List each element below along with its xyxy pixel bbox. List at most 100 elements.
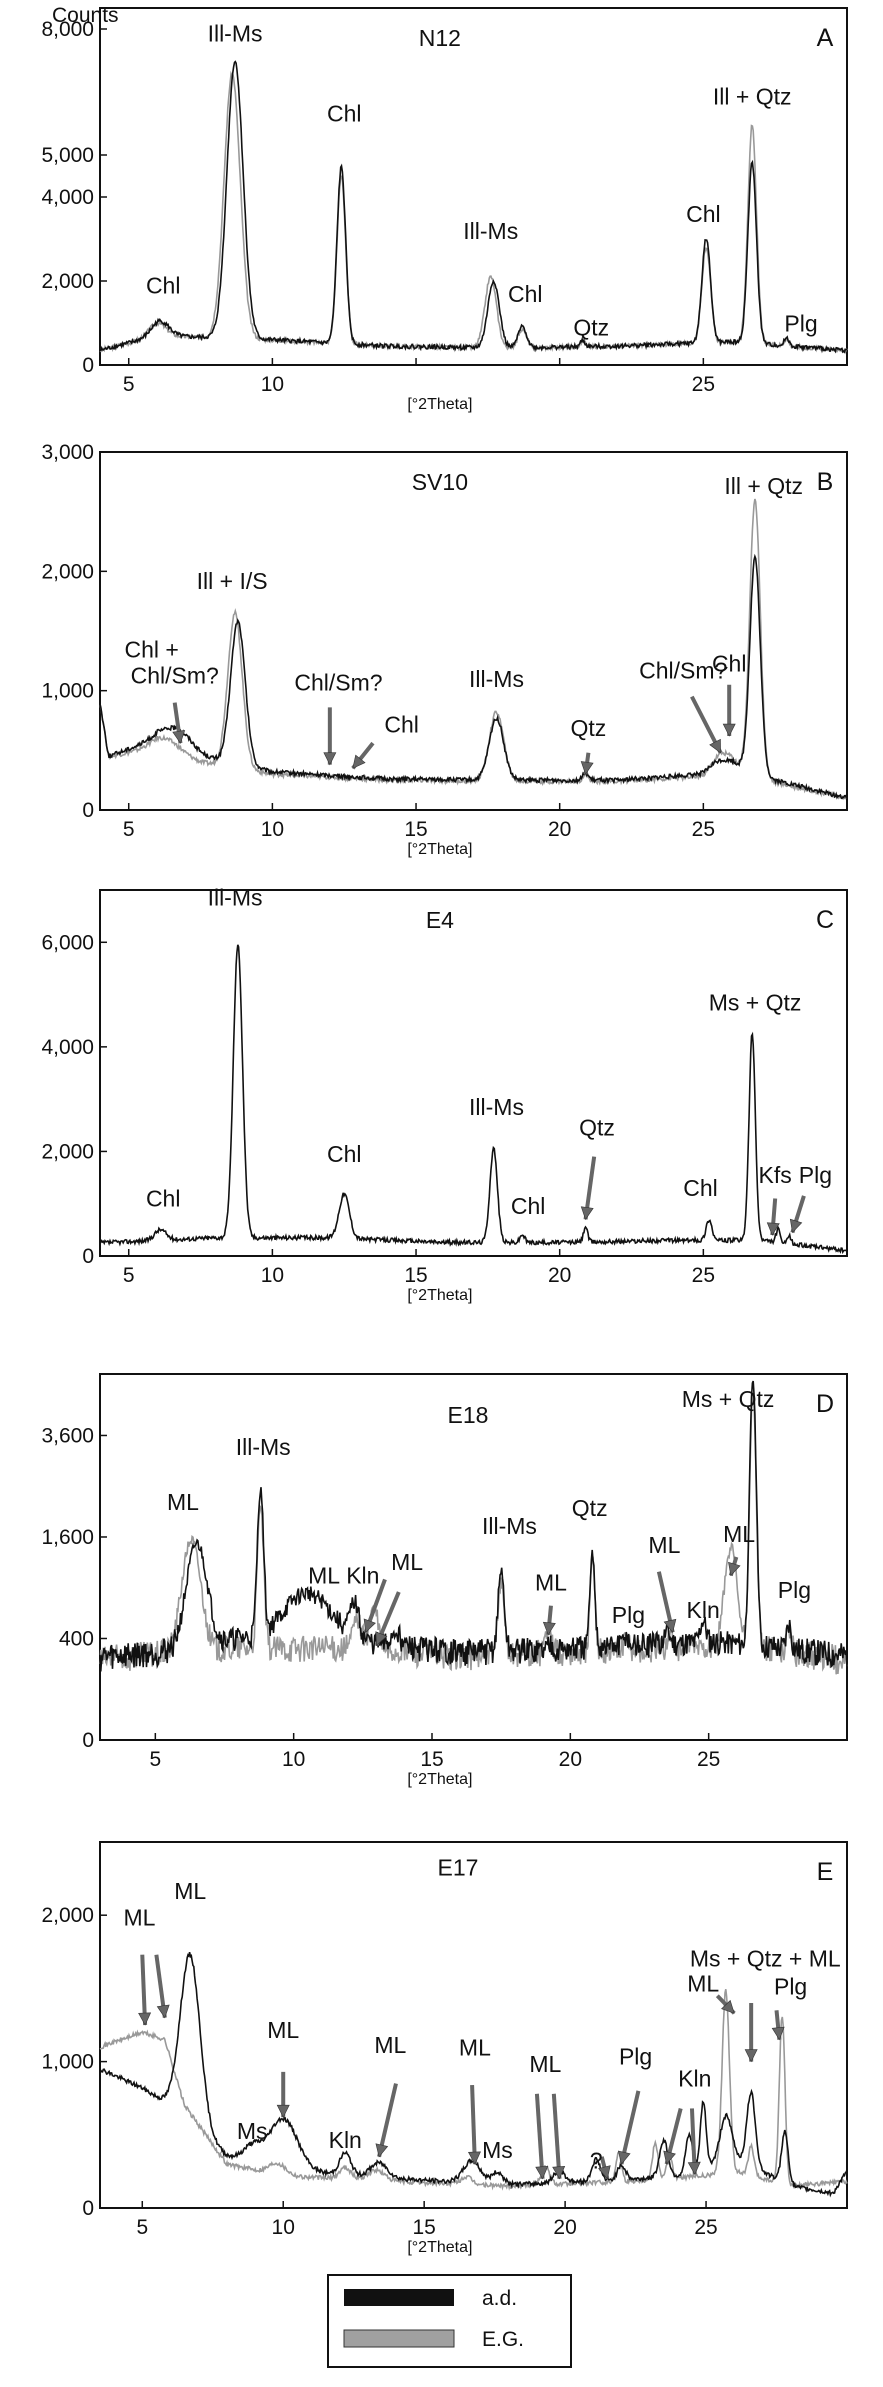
pointer-arrow-head — [722, 723, 736, 737]
x-tick-label: 25 — [694, 2216, 717, 2239]
panel-letter: B — [817, 468, 834, 496]
peak-label: Plg — [784, 310, 817, 336]
peak-label: Ms — [237, 2118, 268, 2144]
peak-label: Chl/Sm? — [294, 670, 382, 696]
x-tick-label: 10 — [261, 1264, 284, 1287]
peak-label: ML — [123, 1904, 155, 1930]
x-tick-label: 5 — [149, 1748, 161, 1771]
peak-label: Chl + — [125, 636, 179, 662]
peak-label: Qtz — [572, 1495, 608, 1521]
pointer-arrow-head — [766, 1222, 780, 1236]
y-tick-label: 3,000 — [41, 441, 94, 464]
x-tick-label: 10 — [261, 373, 284, 396]
series-line-eg — [99, 70, 848, 355]
sample-name: E17 — [438, 1855, 479, 1881]
panel-frame — [99, 889, 848, 1257]
panel-letter: C — [816, 906, 834, 934]
y-tick-label: 5,000 — [41, 144, 94, 167]
x-tick-label: 20 — [553, 2216, 576, 2239]
pointer-arrow-head — [709, 738, 721, 754]
pointer-arrow-head — [721, 1999, 735, 2014]
peak-label: Ill-Ms — [482, 1513, 537, 1539]
peak-label: Chl — [384, 711, 419, 737]
x-axis-label: [°2Theta] — [407, 2239, 472, 2256]
x-tick-label: 20 — [559, 1748, 582, 1771]
pointer-arrow-head — [580, 1206, 594, 1221]
pointer-arrow-head — [580, 761, 594, 775]
peak-label: Ill + Qtz — [724, 473, 803, 499]
pointer-arrow-head — [375, 1631, 388, 1646]
peak-label: Chl/Sm? — [639, 658, 727, 684]
peak-label: ML — [391, 1549, 423, 1575]
x-axis-label: [°2Theta] — [407, 1287, 472, 1304]
pointer-arrow-head — [542, 1621, 556, 1636]
x-axis-label: [°2Theta] — [407, 841, 472, 858]
series-line-eg — [99, 498, 848, 801]
peak-label: Kln — [678, 2065, 711, 2091]
panel-C: 5 10 15 20 25 0 2,000 4,000 6,000 [°2Theta] Chl Ill… — [41, 885, 848, 1304]
peak-label: Kfs — [759, 1162, 792, 1188]
peak-label: Ill-Ms — [208, 21, 263, 47]
pointer-arrow-head — [663, 2150, 676, 2165]
x-tick-label: 15 — [404, 1264, 427, 1287]
panel-frame — [99, 1373, 848, 1741]
pointer-arrow-shaft — [534, 2093, 545, 2179]
peak-label: Plg — [619, 2044, 652, 2070]
x-tick-label: 15 — [404, 818, 427, 841]
y-tick-label: 4,000 — [41, 186, 94, 209]
panel-frame — [99, 7, 848, 366]
legend-swatch-eg — [343, 2329, 455, 2348]
peak-label: ML — [459, 2035, 491, 2061]
peak-label: Ill-Ms — [208, 885, 263, 911]
x-tick-label: 10 — [272, 2216, 295, 2239]
peak-label: Chl — [327, 1141, 362, 1167]
pointer-arrow-head — [276, 2104, 290, 2118]
pointer-arrow-shaft — [551, 2093, 562, 2179]
peak-label: ML — [687, 1970, 719, 1996]
pointer-arrow-shaft — [619, 2090, 641, 2165]
y-tick-label: 8,000 — [41, 18, 94, 41]
peak-label: Plg — [778, 1577, 811, 1603]
pointer-arrow-head — [375, 2143, 389, 2158]
y-tick-label: 0 — [82, 2197, 94, 2220]
pointer-arrow-head — [617, 2150, 631, 2165]
x-tick-label: 5 — [136, 2216, 148, 2239]
peak-label: ML — [535, 1569, 567, 1595]
panel-letter: D — [816, 1390, 834, 1418]
x-tick-label: 20 — [548, 818, 571, 841]
pointer-arrow-head — [172, 730, 186, 744]
peak-label: Ill + Qtz — [713, 84, 792, 110]
peak-label: Ill + I/S — [197, 568, 268, 594]
peak-label: ML — [529, 2051, 561, 2077]
y-tick-label: 0 — [82, 1245, 94, 1268]
pointer-arrow-head — [535, 2166, 549, 2180]
peak-label: Qtz — [573, 315, 609, 341]
panel-letter: A — [817, 24, 834, 52]
series-line-ad — [99, 1380, 848, 1672]
y-tick-label: 4,000 — [41, 1036, 94, 1059]
panel-frame — [99, 1841, 848, 2209]
x-tick-label: 10 — [261, 818, 284, 841]
panel-E: 5 10 15 20 25 0 1,000 2,000 [°2Theta] ML ML ML Ms Kln… — [41, 1841, 848, 2256]
sample-name: N12 — [419, 25, 461, 51]
y-tick-label: 400 — [59, 1627, 94, 1650]
peak-label: ML — [174, 1878, 206, 1904]
y-tick-label: 2,000 — [41, 1904, 94, 1927]
peak-label: Ms + Qtz — [709, 989, 802, 1015]
sample-name: E4 — [426, 907, 454, 933]
series-line-ad — [99, 944, 848, 1255]
panel-frame — [99, 451, 848, 811]
peak-label: Plg — [612, 1602, 645, 1628]
x-tick-label: 25 — [692, 373, 715, 396]
panel-D: 5 10 15 20 25 0 400 1,600 3,600 [°2Theta] ML Ill-Ms… — [41, 1373, 848, 1788]
peak-label: Chl — [686, 201, 721, 227]
peak-label: Chl — [508, 281, 543, 307]
peak-label: Ms — [482, 2137, 513, 2163]
pointer-arrow-head — [363, 1618, 376, 1633]
y-tick-label: 3,600 — [41, 1424, 94, 1447]
pointer-arrow-head — [352, 754, 366, 769]
pointer-arrow-shaft — [470, 2084, 477, 2165]
x-tick-label: 20 — [548, 1264, 571, 1287]
legend-swatch-ad — [344, 2289, 454, 2306]
